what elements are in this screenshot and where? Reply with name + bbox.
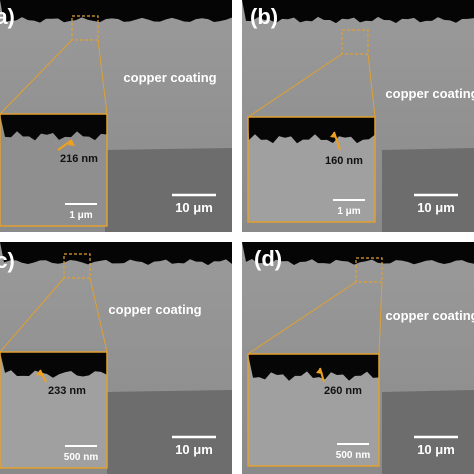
zoom-box bbox=[63, 253, 91, 279]
substrate-region bbox=[105, 148, 232, 232]
panel-label: (d) bbox=[254, 246, 282, 271]
top-dark bbox=[242, 0, 474, 24]
inset-border bbox=[0, 113, 108, 227]
zoom-line bbox=[0, 277, 65, 353]
zoom-line bbox=[378, 281, 383, 355]
scale-label: 10 μm bbox=[175, 200, 213, 215]
arrow-head bbox=[68, 140, 75, 146]
top-dark bbox=[242, 242, 474, 265]
panel-label: (a) bbox=[0, 4, 15, 29]
zoom-box bbox=[341, 29, 369, 55]
inset-scale-label: 1 μm bbox=[69, 210, 92, 221]
inset-scale-label: 500 nm bbox=[64, 452, 99, 463]
panel: 160 nm 1 μm copper coating 10 μm (b) bbox=[242, 0, 474, 232]
panel: 260 nm 500 nm copper coating 10 μm (d) bbox=[242, 242, 474, 474]
coating-label: copper coating bbox=[108, 302, 201, 317]
inset-dark bbox=[248, 117, 375, 144]
scale-label: 10 μm bbox=[175, 442, 213, 457]
coating-label: copper coating bbox=[123, 70, 216, 85]
substrate-region bbox=[382, 148, 474, 232]
inset-dark bbox=[248, 354, 379, 381]
thickness-label: 260 nm bbox=[324, 385, 362, 397]
zoom-line bbox=[97, 39, 108, 115]
top-dark bbox=[0, 242, 232, 266]
inset: 216 nm 1 μm bbox=[0, 113, 108, 227]
thickness-label: 160 nm bbox=[325, 155, 363, 167]
coating-label: copper coating bbox=[385, 86, 474, 101]
top-dark bbox=[0, 0, 232, 23]
substrate-region bbox=[107, 390, 232, 474]
zoom-box bbox=[355, 257, 383, 283]
inset: 160 nm 1 μm bbox=[247, 116, 376, 223]
arrow-head bbox=[36, 370, 43, 376]
inset: 260 nm 500 nm bbox=[247, 353, 380, 467]
inset-border bbox=[247, 116, 376, 223]
inset-dark bbox=[0, 352, 107, 378]
arrow bbox=[57, 139, 73, 151]
substrate-region bbox=[382, 390, 474, 474]
zoom-line bbox=[89, 277, 108, 353]
arrow-head bbox=[316, 368, 323, 374]
zoom-line bbox=[0, 39, 73, 115]
inset: 233 nm 500 nm bbox=[0, 351, 108, 469]
scale-label: 10 μm bbox=[417, 442, 455, 457]
thickness-label: 216 nm bbox=[60, 153, 98, 165]
panel: 233 nm 500 nm copper coating 10 μm (c) bbox=[0, 242, 232, 474]
inset-scale-label: 500 nm bbox=[336, 450, 371, 461]
scale-label: 10 μm bbox=[417, 200, 455, 215]
zoom-line bbox=[247, 281, 357, 355]
coating-label: copper coating bbox=[385, 308, 474, 323]
inset-scale-label: 1 μm bbox=[337, 206, 360, 217]
inset-border bbox=[0, 351, 108, 469]
zoom-line bbox=[247, 53, 343, 118]
inset-dark bbox=[0, 114, 107, 141]
inset-border bbox=[247, 353, 380, 467]
panel-label: (b) bbox=[250, 4, 278, 29]
zoom-line bbox=[367, 53, 376, 118]
zoom-box bbox=[71, 15, 99, 41]
thickness-label: 233 nm bbox=[48, 385, 86, 397]
arrow-head bbox=[330, 132, 337, 138]
panel: 216 nm 1 μm copper coating 10 μm (a) bbox=[0, 0, 232, 232]
panel-label: (c) bbox=[0, 248, 15, 273]
